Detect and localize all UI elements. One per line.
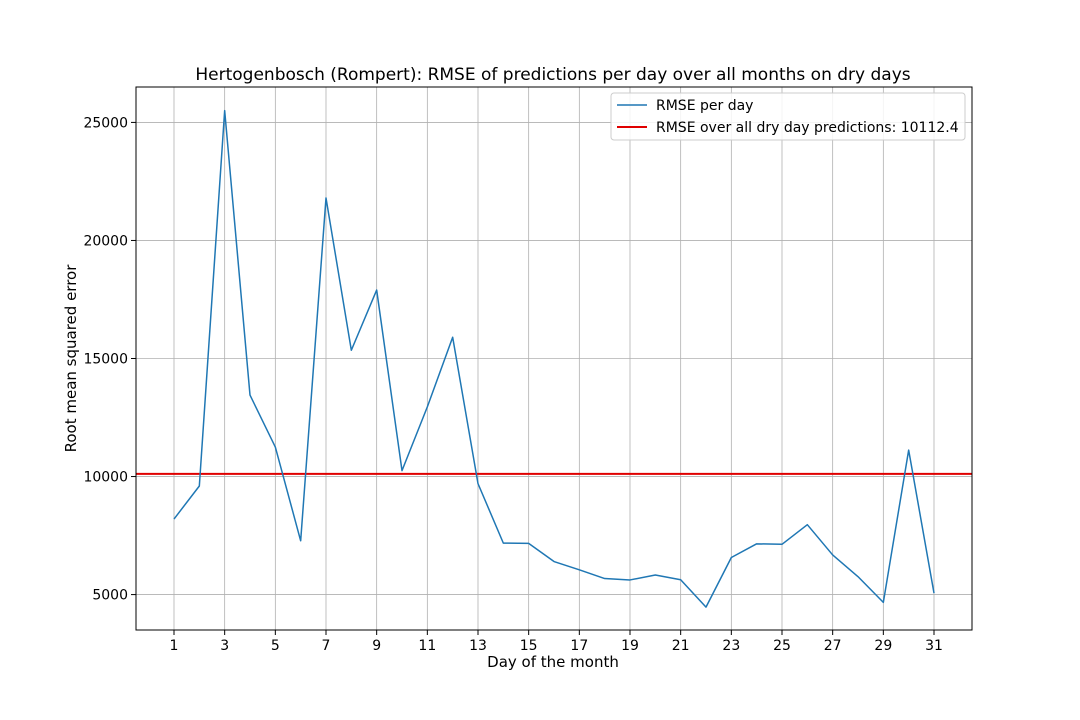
x-tick-label: 23 (722, 638, 740, 654)
chart-title: Hertogenbosch (Rompert): RMSE of predict… (195, 65, 910, 85)
y-tick-label: 25000 (83, 115, 128, 131)
data-point (224, 110, 226, 112)
data-point (857, 576, 859, 578)
x-tick-label: 31 (925, 638, 943, 654)
data-point (629, 579, 631, 581)
data-point (654, 574, 656, 576)
data-point (401, 470, 403, 472)
data-point (908, 449, 910, 451)
series-line (173, 109, 935, 608)
data-point (198, 485, 200, 487)
x-tick-label: 25 (773, 638, 791, 654)
data-point (249, 394, 251, 396)
series-layer (173, 109, 935, 608)
legend-reference-label: RMSE over all dry day predictions: 10112… (656, 120, 959, 136)
data-point (806, 524, 808, 526)
x-tick-label: 17 (570, 638, 588, 654)
y-tick-label: 5000 (92, 588, 128, 604)
data-point (528, 542, 530, 544)
data-point (426, 406, 428, 408)
data-point (933, 592, 935, 594)
y-tick-label: 15000 (83, 352, 128, 368)
x-tick-label: 13 (469, 638, 487, 654)
x-tick-label: 27 (824, 638, 842, 654)
x-tick-label: 9 (372, 638, 381, 654)
data-point (578, 569, 580, 571)
x-tick-label: 11 (418, 638, 436, 654)
data-point (173, 518, 175, 520)
x-tick-label: 15 (520, 638, 538, 654)
x-axis-label: Day of the month (487, 653, 619, 671)
data-point (477, 483, 479, 485)
data-point (274, 446, 276, 448)
x-tick-label: 7 (322, 638, 331, 654)
data-point (376, 289, 378, 291)
data-point (832, 554, 834, 556)
grid (136, 87, 972, 630)
data-point (502, 542, 504, 544)
data-point (604, 578, 606, 580)
legend-series-label: RMSE per day (656, 98, 753, 114)
data-point (882, 601, 884, 603)
y-tick-label: 10000 (83, 470, 128, 486)
data-point (350, 349, 352, 351)
data-point (730, 557, 732, 559)
data-point (756, 543, 758, 545)
x-tick-label: 3 (220, 638, 229, 654)
data-point (680, 579, 682, 581)
x-tick-label: 19 (621, 638, 639, 654)
x-tick-label: 29 (874, 638, 892, 654)
y-tick-label: 20000 (83, 233, 128, 249)
data-point (325, 197, 327, 199)
y-axis-label: Root mean squared error (62, 264, 80, 453)
legend-box (610, 92, 966, 141)
x-tick-label: 21 (672, 638, 690, 654)
legend: RMSE per day RMSE over all dry day predi… (610, 92, 966, 141)
data-point (553, 561, 555, 563)
data-point (300, 540, 302, 542)
data-point (781, 543, 783, 545)
x-tick-label: 1 (170, 638, 179, 654)
data-point (705, 606, 707, 608)
x-tick-label: 5 (271, 638, 280, 654)
ticks: 1 3 5 7 9 11 13 15 17 19 21 23 25 27 29 315000100001500… (83, 115, 942, 654)
data-point (452, 336, 454, 338)
